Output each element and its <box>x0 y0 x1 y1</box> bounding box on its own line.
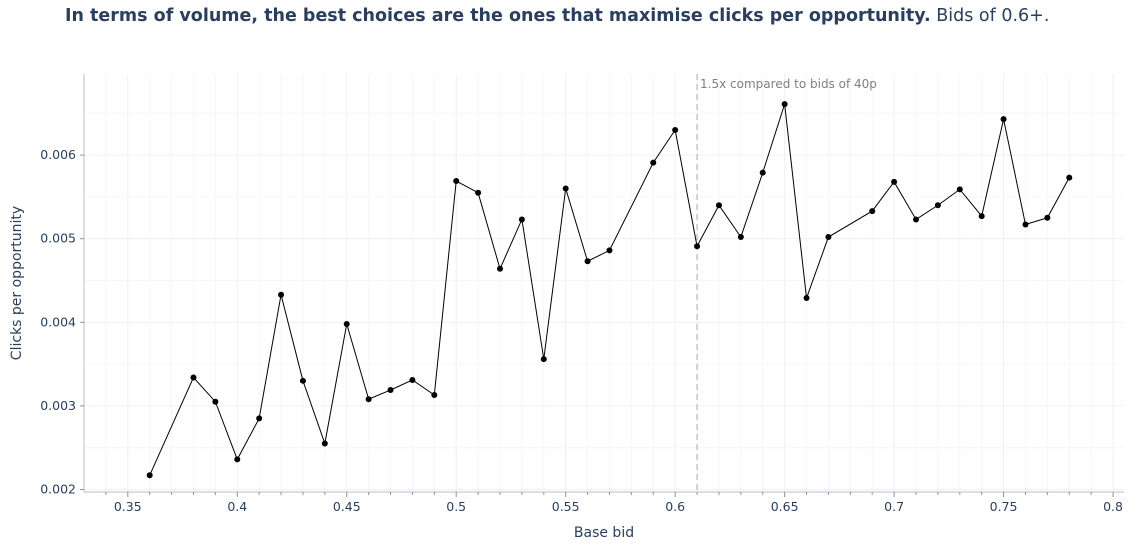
data-point <box>1066 174 1073 181</box>
data-point <box>343 320 350 327</box>
x-tick-label: 0.35 <box>114 499 142 514</box>
data-point <box>737 234 744 241</box>
data-point <box>475 189 482 196</box>
reference-line-layer: 1.5x compared to bids of 40p <box>696 74 877 492</box>
x-tick-label: 0.8 <box>1103 499 1123 514</box>
data-point <box>234 456 241 463</box>
data-point <box>781 101 788 108</box>
data-point <box>694 243 701 250</box>
data-point <box>869 208 876 215</box>
y-tick-label: 0.003 <box>40 398 76 413</box>
x-tick-label: 0.7 <box>884 499 904 514</box>
y-tick-label: 0.006 <box>40 147 76 162</box>
x-tick-label: 0.45 <box>333 499 361 514</box>
y-axis-title: Clicks per opportunity <box>9 206 25 360</box>
data-point <box>256 415 263 422</box>
data-point <box>190 374 197 381</box>
data-point <box>978 213 985 220</box>
y-tick-label: 0.004 <box>40 314 76 329</box>
data-point <box>891 178 898 185</box>
data-point <box>1022 221 1029 228</box>
headline-normal: Bids of 0.6+. <box>930 6 1050 26</box>
data-point <box>803 295 810 302</box>
axis-layer: 0.35 0.4 0.45 0.5 0.55 0.6 0.65 0.7 0.75 0.8 0.002… <box>40 74 1124 514</box>
data-point <box>956 186 963 193</box>
series-line <box>149 103 1070 476</box>
x-tick-label: 0.65 <box>771 499 799 514</box>
reference-line-label: 1.5x compared to bids of 40p <box>700 77 877 91</box>
x-axis-title: Base bid <box>574 525 634 541</box>
grid-layer <box>84 74 1124 492</box>
headline-bold: In terms of volume, the best choices are… <box>65 6 931 26</box>
data-point <box>409 376 416 383</box>
data-point <box>913 216 919 223</box>
data-point <box>365 396 372 403</box>
x-tick-label: 0.4 <box>227 499 247 514</box>
data-point <box>715 202 722 209</box>
data-point <box>431 392 438 399</box>
data-point <box>387 387 394 394</box>
data-point <box>1044 214 1051 221</box>
data-point <box>453 178 460 185</box>
data-point <box>518 216 525 223</box>
data-point <box>212 398 219 405</box>
data-point <box>934 202 941 209</box>
x-tick-label: 0.75 <box>990 499 1018 514</box>
chart-headline: In terms of volume, the best choices are… <box>65 6 1049 26</box>
data-point <box>650 159 657 166</box>
data-point <box>540 356 547 363</box>
data-point <box>584 258 591 265</box>
x-tick-label: 0.55 <box>552 499 580 514</box>
x-tick-label: 0.6 <box>665 499 685 514</box>
x-tick-label: 0.5 <box>446 499 466 514</box>
data-point <box>278 291 285 298</box>
y-tick-label: 0.005 <box>40 231 76 246</box>
data-point <box>562 185 569 192</box>
data-point <box>146 472 153 479</box>
data-point <box>1000 116 1007 123</box>
data-point <box>299 377 306 384</box>
data-layer <box>146 101 1073 479</box>
data-point <box>672 127 679 134</box>
data-point <box>606 247 613 254</box>
data-point <box>759 169 766 176</box>
data-point <box>497 265 503 272</box>
data-point <box>825 234 832 241</box>
data-point <box>321 440 328 447</box>
y-tick-label: 0.002 <box>40 481 76 496</box>
